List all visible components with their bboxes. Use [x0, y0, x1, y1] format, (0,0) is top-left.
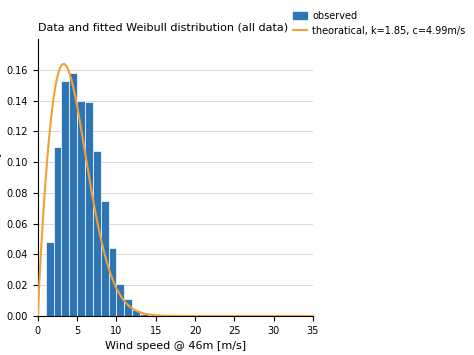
Bar	[69, 73, 77, 316]
Text: Data and fitted Weibull distribution (all data): Data and fitted Weibull distribution (al…	[38, 23, 288, 33]
Bar	[117, 284, 124, 316]
Bar	[46, 242, 54, 316]
Legend: observed, theoratical, k=1.85, c=4.99m/s: observed, theoratical, k=1.85, c=4.99m/s	[289, 7, 469, 40]
Bar	[124, 299, 132, 316]
Bar	[140, 315, 148, 316]
Bar	[85, 102, 93, 316]
Bar	[77, 100, 85, 316]
Bar	[109, 248, 117, 316]
Bar	[101, 201, 109, 316]
Bar	[132, 310, 140, 316]
Bar	[62, 81, 69, 316]
Y-axis label: Probability: Probability	[0, 148, 1, 207]
Bar	[93, 151, 101, 316]
Bar	[54, 147, 62, 316]
X-axis label: Wind speed @ 46m [m/s]: Wind speed @ 46m [m/s]	[105, 341, 246, 351]
